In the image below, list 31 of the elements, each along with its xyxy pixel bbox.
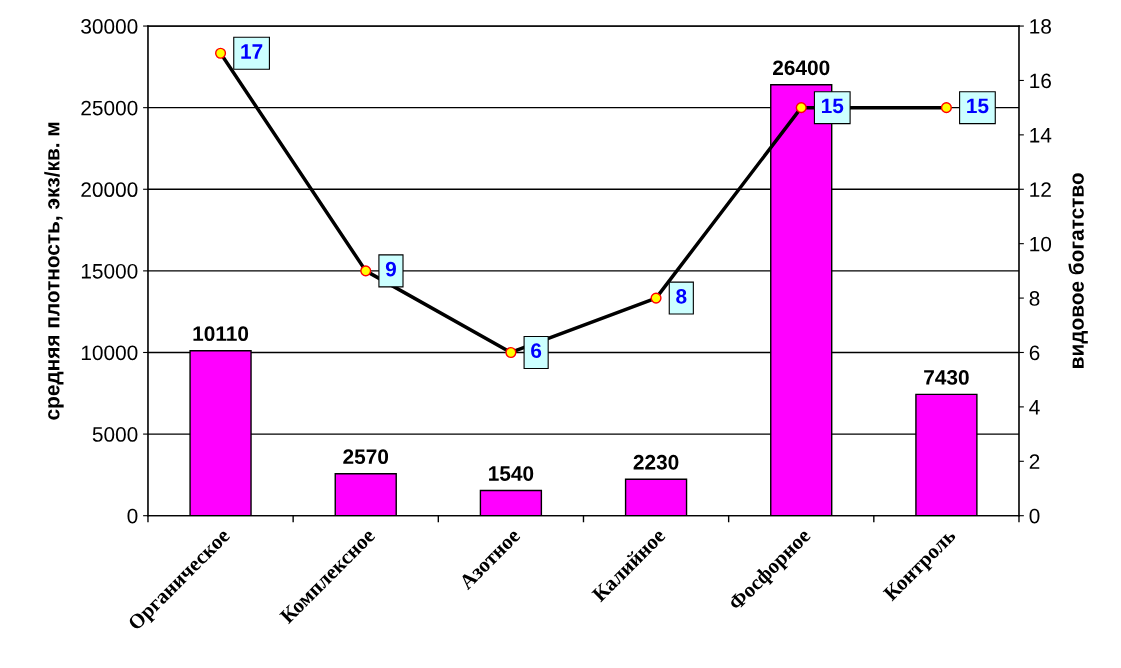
y2-tick-label: 12: [1030, 182, 1051, 197]
data-label: 8: [676, 288, 687, 304]
data-label: 15: [967, 98, 989, 114]
y2-tick-label: 10: [1030, 236, 1052, 252]
data-label: 7430: [924, 370, 969, 385]
y2-tick-label: 4: [1029, 400, 1040, 415]
data-label: 10110: [193, 326, 249, 342]
data-label: 6: [531, 343, 542, 359]
y2-tick-label: 8: [1029, 291, 1040, 306]
y-tick-label: 15000: [81, 263, 138, 279]
y2-tick-label: 6: [1029, 345, 1040, 361]
y-axis-title: средняя плотность, экз/кв. м: [44, 122, 64, 420]
y-tick-label: 20000: [81, 182, 138, 198]
data-label: 26400: [772, 60, 830, 76]
y2-tick-label: 16: [1030, 73, 1051, 89]
y2-tick-label: 14: [1030, 128, 1052, 143]
data-label: 15: [821, 98, 844, 114]
y-tick-label: 30000: [81, 19, 138, 34]
y-tick-label: 5000: [92, 427, 138, 442]
y-tick-label: 10000: [81, 345, 138, 361]
data-label: 2230: [633, 454, 679, 470]
y-tick-label: 25000: [81, 100, 138, 116]
y2-tick-label: 0: [1029, 508, 1040, 524]
data-label: 1540: [489, 466, 534, 481]
y-tick-label: 0: [127, 508, 138, 524]
data-label: 2570: [343, 449, 389, 465]
y2-tick-label: 2: [1029, 454, 1040, 469]
y2-tick-label: 18: [1030, 19, 1051, 34]
data-label: 9: [385, 261, 396, 277]
y2-axis-title: видовое богатство: [1068, 173, 1088, 368]
data-label: 17: [241, 44, 263, 59]
